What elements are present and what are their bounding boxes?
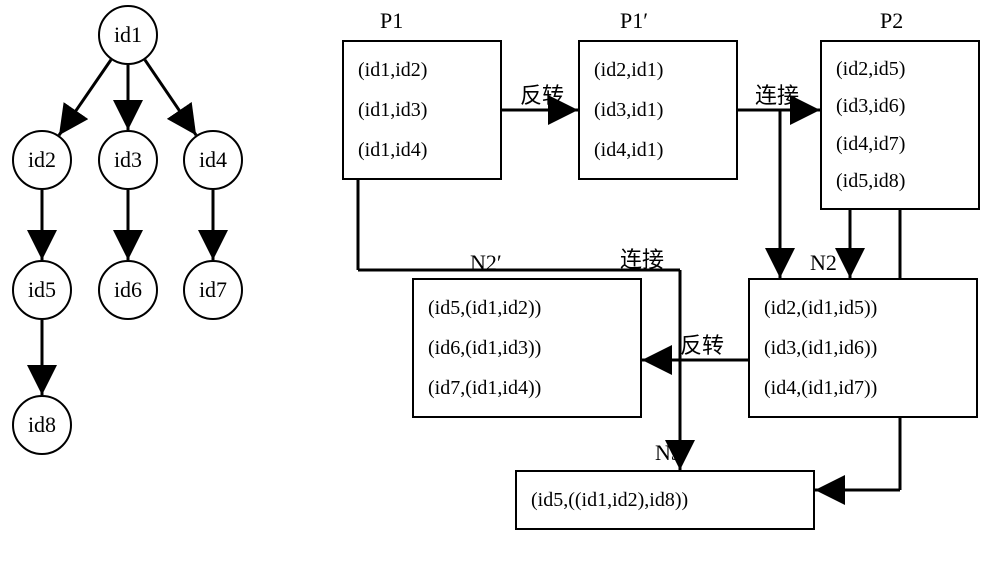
edge-label-reverse2: 反转 [680, 328, 724, 360]
flow-diagram: P1 (id1,id2) (id1,id3) (id1,id4) P1′ (id2,id1… [320, 0, 1000, 571]
box-line: (id3,(id1,id6)) [764, 332, 962, 364]
tree-node-label: id8 [28, 412, 56, 438]
tree-node-label: id2 [28, 147, 56, 173]
edge-label-connect1: 连接 [755, 78, 799, 110]
tree-node-label: id4 [199, 147, 227, 173]
tree-node-id2: id2 [12, 130, 72, 190]
box-N2: (id2,(id1,id5)) (id3,(id1,id6)) (id4,(id1,… [748, 278, 978, 418]
box-line: (id1,id4) [358, 134, 486, 166]
tree-node-label: id1 [114, 22, 142, 48]
box-line: (id2,id5) [836, 53, 964, 85]
box-N2p: (id5,(id1,id2)) (id6,(id1,id3)) (id7,(id1,… [412, 278, 642, 418]
box-line: (id2,(id1,id5)) [764, 292, 962, 324]
tree-node-label: id6 [114, 277, 142, 303]
box-P2: (id2,id5) (id3,id6) (id4,id7) (id5,id8) [820, 40, 980, 210]
box-line: (id4,id1) [594, 134, 722, 166]
box-line: (id5,((id1,id2),id8)) [531, 484, 799, 516]
edge-label-connect2: 连接 [620, 242, 664, 274]
box-label-P1: P1 [380, 8, 403, 34]
tree-node-id4: id4 [183, 130, 243, 190]
box-line: (id5,(id1,id2)) [428, 292, 626, 324]
tree-node-label: id3 [114, 147, 142, 173]
box-P1p: (id2,id1) (id3,id1) (id4,id1) [578, 40, 738, 180]
tree-node-id5: id5 [12, 260, 72, 320]
tree-node-label: id7 [199, 277, 227, 303]
box-label-N2p: N2′ [470, 250, 502, 276]
tree-node-label: id5 [28, 277, 56, 303]
box-label-N2: N2 [810, 250, 837, 276]
edge-label-reverse1: 反转 [520, 78, 564, 110]
box-line: (id6,(id1,id3)) [428, 332, 626, 364]
tree-diagram: id1 id2 id3 id4 id5 id6 id7 id8 [0, 0, 320, 571]
box-P1: (id1,id2) (id1,id3) (id1,id4) [342, 40, 502, 180]
box-line: (id4,(id1,id7)) [764, 372, 962, 404]
tree-node-id1: id1 [98, 5, 158, 65]
tree-node-id8: id8 [12, 395, 72, 455]
box-line: (id7,(id1,id4)) [428, 372, 626, 404]
box-line: (id5,id8) [836, 165, 964, 197]
box-label-N3: N3 [655, 440, 682, 466]
box-N3: (id5,((id1,id2),id8)) [515, 470, 815, 530]
box-line: (id4,id7) [836, 128, 964, 160]
box-line: (id1,id2) [358, 54, 486, 86]
box-line: (id1,id3) [358, 94, 486, 126]
box-line: (id3,id6) [836, 90, 964, 122]
tree-node-id7: id7 [183, 260, 243, 320]
box-line: (id3,id1) [594, 94, 722, 126]
box-label-P1p: P1′ [620, 8, 648, 34]
tree-node-id6: id6 [98, 260, 158, 320]
box-line: (id2,id1) [594, 54, 722, 86]
box-label-P2: P2 [880, 8, 903, 34]
tree-node-id3: id3 [98, 130, 158, 190]
